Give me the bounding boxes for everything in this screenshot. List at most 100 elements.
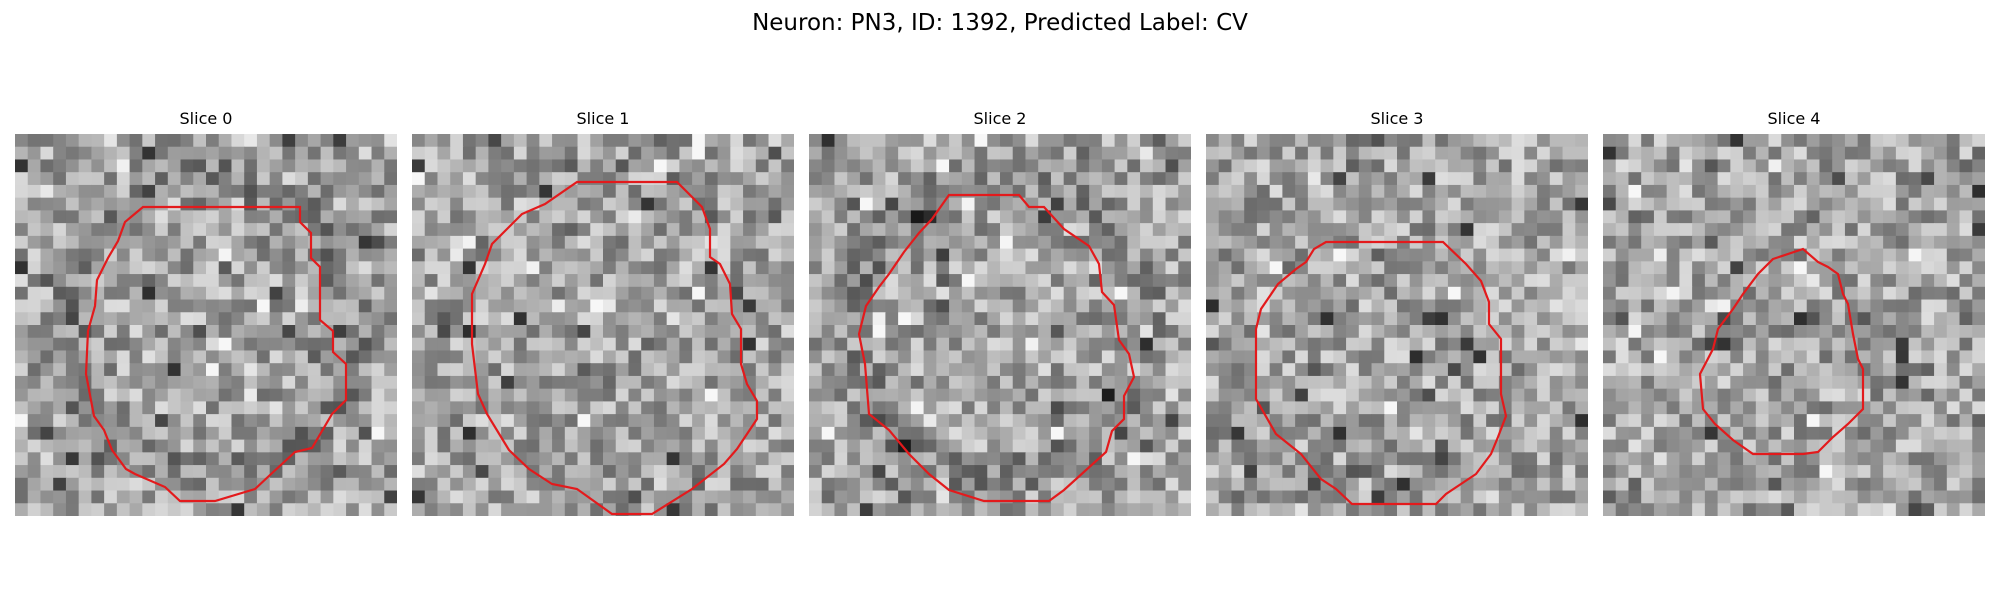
pixel	[1819, 248, 1833, 262]
pixel	[755, 172, 770, 186]
pixel	[768, 134, 782, 148]
pixel	[1575, 223, 1588, 237]
pixel	[564, 388, 579, 402]
pixel	[437, 210, 451, 224]
pixel	[1206, 159, 1220, 173]
pixel	[1114, 477, 1128, 492]
pixel	[1666, 414, 1680, 428]
pixel	[577, 146, 591, 161]
pixel	[1549, 210, 1564, 224]
pixel	[1282, 465, 1296, 479]
pixel	[488, 248, 502, 262]
pixel	[781, 363, 794, 377]
pixel	[1743, 350, 1757, 364]
pixel	[475, 159, 489, 173]
pixel	[231, 172, 245, 186]
pixel	[898, 426, 912, 441]
pixel	[1549, 426, 1564, 441]
pixel	[1127, 134, 1141, 148]
pixel	[104, 465, 118, 479]
pixel	[730, 465, 744, 479]
pixel	[1165, 184, 1179, 199]
pixel	[1025, 261, 1039, 275]
pixel	[412, 490, 426, 504]
pixel	[872, 235, 886, 250]
pixel	[1038, 503, 1052, 516]
pixel	[513, 388, 528, 402]
pixel	[1435, 375, 1449, 390]
pixel	[15, 325, 29, 339]
pixel	[1768, 465, 1782, 479]
pixel	[462, 146, 477, 161]
pixel	[129, 388, 143, 402]
pixel	[1384, 388, 1398, 402]
pixel	[91, 452, 105, 466]
pixel	[513, 465, 528, 479]
pixel	[1000, 134, 1014, 148]
pixel	[704, 363, 719, 377]
pixel	[1384, 337, 1398, 352]
pixel	[949, 388, 963, 402]
pixel	[1794, 274, 1808, 288]
pixel	[1307, 210, 1322, 224]
pixel	[1063, 337, 1077, 352]
pixel	[1486, 426, 1500, 441]
pixel	[15, 414, 29, 428]
pixel	[552, 248, 566, 262]
pixel	[1486, 223, 1500, 237]
pixel	[872, 325, 886, 339]
pixel	[78, 235, 92, 250]
pixel	[1946, 184, 1961, 199]
pixel	[256, 223, 271, 237]
pixel	[666, 261, 680, 275]
pixel	[1755, 325, 1770, 339]
pixel	[1140, 363, 1154, 377]
pixel	[358, 274, 373, 288]
pixel	[78, 248, 92, 262]
pixel	[847, 426, 861, 441]
pixel	[371, 312, 385, 326]
pixel	[743, 363, 757, 377]
pixel	[1178, 248, 1191, 262]
pixel	[1934, 388, 1948, 402]
pixel	[1537, 299, 1551, 313]
pixel	[1819, 388, 1833, 402]
pixel	[1371, 261, 1385, 275]
pixel	[1704, 146, 1719, 161]
pixel	[987, 210, 1001, 224]
pixel	[1653, 426, 1668, 441]
pixel	[1025, 439, 1039, 453]
pixel	[155, 375, 169, 390]
pixel	[1806, 325, 1821, 339]
pixel	[1755, 286, 1770, 301]
pixel	[539, 286, 553, 301]
pixel	[295, 490, 309, 504]
pixel	[949, 274, 963, 288]
pixel	[1575, 286, 1588, 301]
pixel	[1679, 350, 1693, 364]
pixel	[412, 375, 426, 390]
pixel	[1050, 210, 1065, 224]
pixel	[730, 159, 744, 173]
pixel	[1050, 363, 1065, 377]
pixel	[1562, 172, 1576, 186]
pixel	[717, 490, 731, 504]
pixel	[1269, 248, 1283, 262]
pixel	[1857, 350, 1871, 364]
pixel	[1628, 452, 1642, 466]
pixel	[1089, 286, 1103, 301]
pixel	[641, 223, 655, 237]
pixel	[1460, 299, 1474, 313]
pixel	[628, 414, 642, 428]
pixel	[692, 172, 706, 186]
pixel	[1806, 490, 1821, 504]
pixel	[603, 363, 617, 377]
pixel	[885, 134, 899, 148]
pixel	[539, 465, 553, 479]
pixel	[1320, 350, 1334, 364]
pixel	[1256, 210, 1271, 224]
pixel	[513, 197, 528, 211]
pixel	[1666, 426, 1680, 441]
pixel	[1152, 426, 1167, 441]
pixel	[577, 465, 591, 479]
